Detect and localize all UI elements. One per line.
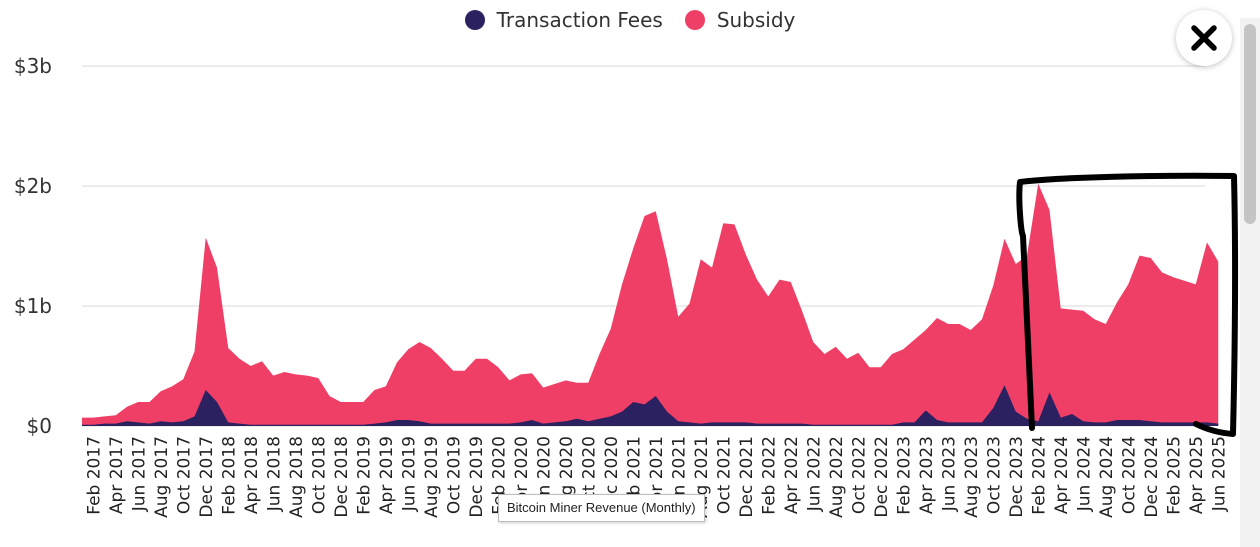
x-tick-label: Apr 2017 <box>107 436 127 514</box>
x-tick-label: Aug 2019 <box>422 436 442 518</box>
x-tick-label: Oct 2022 <box>849 436 869 514</box>
x-tick-label: Aug 2017 <box>152 436 172 518</box>
y-tick-label: $0 <box>27 414 52 438</box>
x-tick-label: Dec 2017 <box>197 436 217 518</box>
x-tick-label: Feb 2023 <box>894 436 914 515</box>
x-tick-label: Apr 2025 <box>1187 436 1207 514</box>
y-axis-ticks: $0 $1b $2b $3b <box>14 54 52 438</box>
x-tick-label: Oct 2017 <box>174 436 194 514</box>
x-tick-label: Oct 2019 <box>444 436 464 514</box>
x-tick-label: Dec 2024 <box>1142 436 1162 518</box>
legend-swatch-subsidy <box>684 10 705 30</box>
x-tick-label: Feb 2025 <box>1164 436 1184 515</box>
y-tick-label: $1b <box>14 294 52 318</box>
tooltip: Bitcoin Miner Revenue (Monthly) <box>498 494 705 522</box>
x-tick-label: Apr 2018 <box>242 436 262 514</box>
x-tick-label: Oct 2021 <box>714 436 734 514</box>
x-tick-label: Oct 2018 <box>309 436 329 514</box>
x-tick-label: Dec 2022 <box>872 436 892 518</box>
x-tick-label: Oct 2023 <box>984 436 1004 514</box>
x-tick-label: Feb 2019 <box>354 436 374 515</box>
x-tick-label: Aug 2018 <box>287 436 307 518</box>
x-tick-label: Feb 2022 <box>759 436 779 515</box>
x-tick-label: Oct 2024 <box>1119 436 1139 514</box>
x-tick-label: Dec 2018 <box>332 436 352 518</box>
x-tick-label: Apr 2022 <box>782 436 802 514</box>
x-tick-label: Apr 2023 <box>917 436 937 514</box>
legend-item-subsidy[interactable]: Subsidy <box>684 8 796 32</box>
legend-label-subsidy: Subsidy <box>716 8 796 32</box>
series-area-subsidy <box>82 183 1219 426</box>
x-axis-ticks: Feb 2017 Apr 2017 Jun 2017 Aug 2017 Oct 2017… <box>84 436 1229 518</box>
x-tick-label: Jun 2025 <box>1209 436 1229 512</box>
y-tick-label: $2b <box>14 174 52 198</box>
legend-swatch-transaction-fees <box>464 10 485 30</box>
x-tick-label: Jun 2023 <box>939 436 959 512</box>
close-icon <box>1191 25 1217 51</box>
x-tick-label: Aug 2024 <box>1097 436 1117 518</box>
close-button[interactable] <box>1176 10 1232 66</box>
x-tick-label: Feb 2018 <box>219 436 239 515</box>
x-tick-label: Dec 2021 <box>737 436 757 518</box>
x-tick-label: Dec 2023 <box>1007 436 1027 518</box>
x-tick-label: Dec 2019 <box>467 436 487 518</box>
x-tick-label: Jun 2017 <box>129 436 149 512</box>
series-area-transaction-fees <box>82 385 1219 426</box>
scrollbar-thumb[interactable] <box>1244 24 1256 224</box>
x-tick-label: Jun 2019 <box>399 436 419 512</box>
x-tick-label: Feb 2024 <box>1029 436 1049 515</box>
legend: Transaction Fees Subsidy <box>0 8 1260 32</box>
legend-item-transaction-fees[interactable]: Transaction Fees <box>464 8 663 32</box>
x-tick-label: Apr 2024 <box>1052 436 1072 514</box>
x-tick-label: Jun 2021 <box>669 436 689 512</box>
x-tick-label: Aug 2023 <box>962 436 982 518</box>
x-tick-label: Jun 2024 <box>1074 436 1094 512</box>
x-tick-label: Apr 2019 <box>377 436 397 514</box>
x-tick-label: Jun 2022 <box>804 436 824 512</box>
annotation-hand-drawn-box <box>1016 172 1239 437</box>
x-tick-label: Aug 2022 <box>827 436 847 518</box>
x-tick-label: Jun 2020 <box>534 436 554 512</box>
legend-label-transaction-fees: Transaction Fees <box>496 8 663 32</box>
x-tick-label: Jun 2018 <box>264 436 284 512</box>
scrollbar[interactable] <box>1240 18 1260 547</box>
x-tick-label: Feb 2017 <box>84 436 104 515</box>
y-tick-label: $3b <box>14 54 52 78</box>
